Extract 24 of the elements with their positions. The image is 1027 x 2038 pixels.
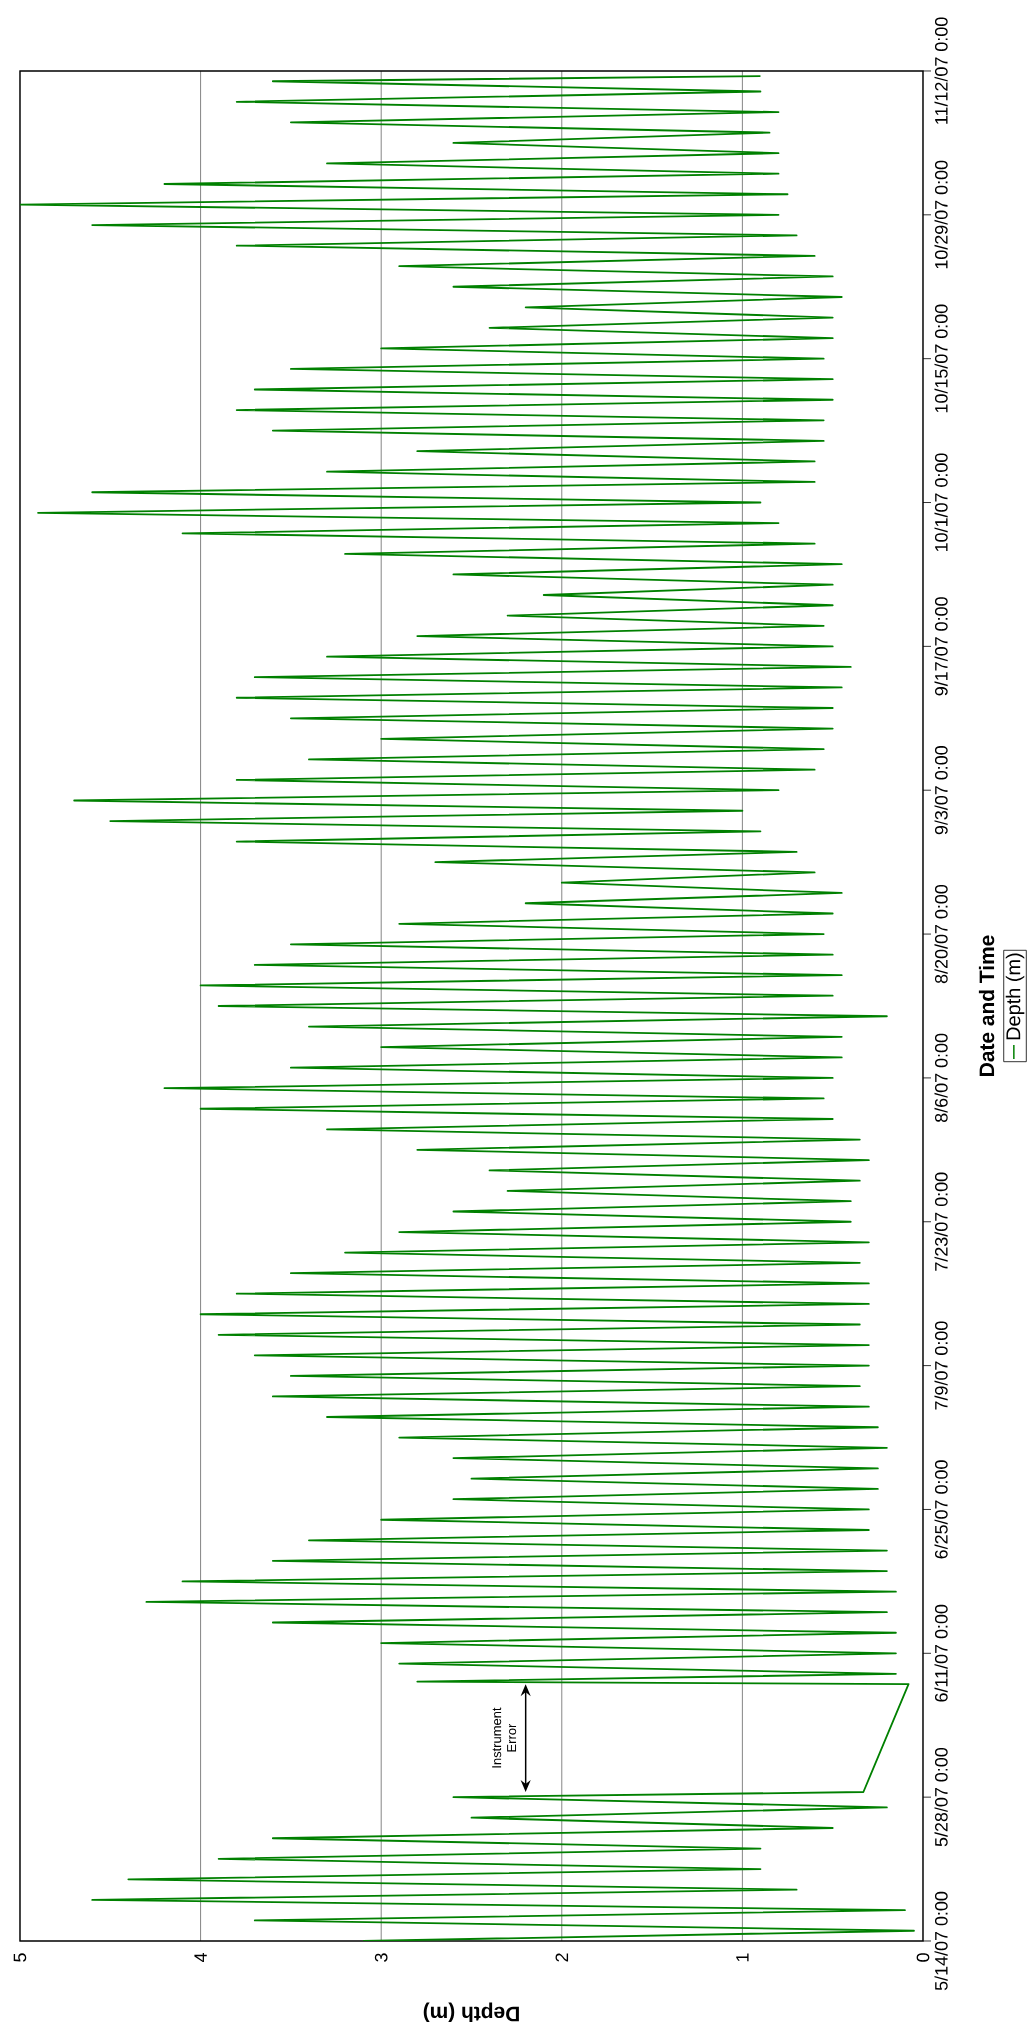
x-tick-label: 1 [736,1953,749,1962]
y-tick-label: 9/3/07 0:00 [934,746,948,835]
y-tick-label: 10/15/07 0:00 [934,304,948,413]
y-tick-label: 8/6/07 0:00 [934,1033,948,1122]
x-tick-label: 5 [13,1953,27,1962]
y-tick-label: 6/11/07 0:00 [934,1604,948,1702]
y-tick-label: 7/9/07 0:00 [934,1321,948,1410]
y-tick-label: 5/28/07 0:00 [934,1748,948,1847]
y-axis-title: Date and Time [978,935,995,1076]
y-tick-label: 10/1/07 0:00 [934,453,948,552]
y-tick-label: 9/17/07 0:00 [934,597,948,696]
x-axis-title: Depth (m) [423,2002,519,2022]
text: Depth (m) [1005,953,1025,1040]
y-tick-label: 7/23/07 0:00 [934,1172,948,1271]
y-tick-label: 10/29/07 0:00 [934,160,948,269]
y-tick-label: 8/20/07 0:00 [934,884,948,984]
x-tick-label: 4 [194,1953,207,1963]
y-tick-label: 11/12/07 0:00 [934,17,948,124]
x-tick-label: 3 [374,1953,388,1962]
annotation: Instrument Error [492,1707,517,1768]
y-tick-label: 6/25/07 0:00 [934,1460,948,1559]
x-tick-label: 2 [555,1953,569,1962]
y-tick-label: 5/14/07 0:00 [934,1891,948,1991]
x-tick-label: 0 [916,1953,930,1962]
